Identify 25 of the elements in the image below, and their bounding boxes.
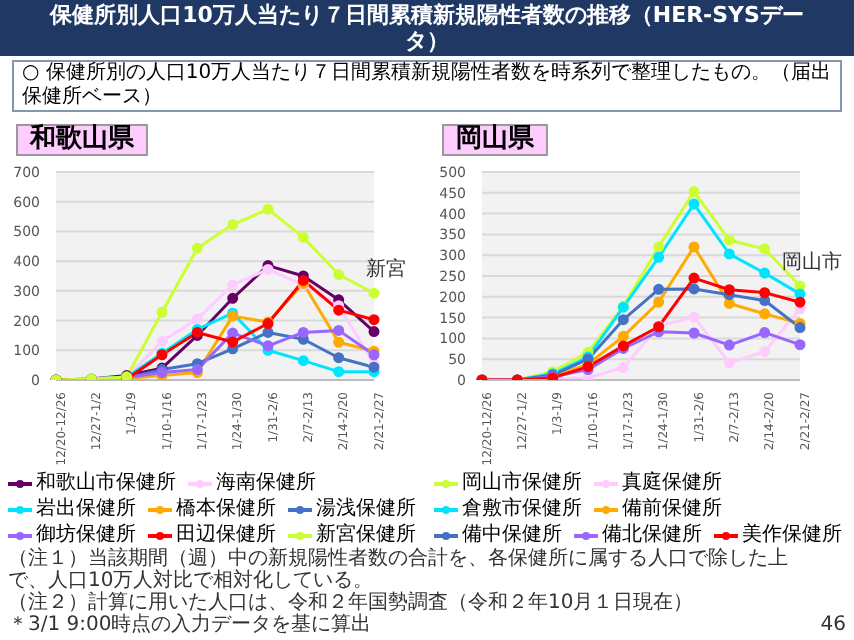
text: ○ 保健所別の人口10万人当たり７日間累積新規陽性者数を時系列で整理したもの。（届出保健所ベース） — [12, 60, 842, 112]
text: 46 — [820, 614, 846, 636]
legend-label: 岩出保健所 — [34, 498, 136, 522]
legend-label: 倉敷市保健所 — [460, 498, 582, 522]
chart-title: 岡山県 — [442, 124, 548, 156]
legend-label: 備中保健所 — [460, 524, 562, 547]
annotation: 岡山市 — [782, 249, 842, 274]
chart-title: 和歌山県 — [16, 124, 148, 156]
legend-label: 岡山市保健所 — [460, 472, 582, 496]
legend-label: 湯浅保健所 — [314, 498, 416, 522]
legend-label: 真庭保健所 — [620, 472, 722, 496]
legend-label: 備前保健所 — [620, 498, 722, 522]
text: 保健所別人口10万人当たり７日間累積新規陽性者数の推移（HER-SYSデータ） — [0, 0, 854, 56]
annotation: 新宮 — [366, 257, 406, 282]
legend-label: 和歌山市保健所 — [34, 472, 176, 496]
legend-label: 備北保健所 — [600, 524, 702, 548]
text: （注２）計算に用いた人口は、令和２年国勢調査（令和２年10月１日現在） — [8, 592, 696, 614]
legend-label: 橋本保健所 — [174, 498, 276, 522]
legend-label: 美作保健所 — [740, 524, 842, 547]
text: （注１）当該期間（週）中の新規陽性者数の合計を、各保健所に属する人口で除した上で、人口10万人対比で相対化している。 — [8, 548, 790, 592]
legend-label: 田辺保健所 — [174, 524, 276, 547]
legend-label: 海南保健所 — [214, 472, 316, 496]
legend-label: 新宮保健所 — [314, 524, 416, 547]
text: ＊3/1 9:00時点の入力データを基に算出 — [8, 614, 374, 636]
legend-label: 御坊保健所 — [34, 524, 136, 547]
